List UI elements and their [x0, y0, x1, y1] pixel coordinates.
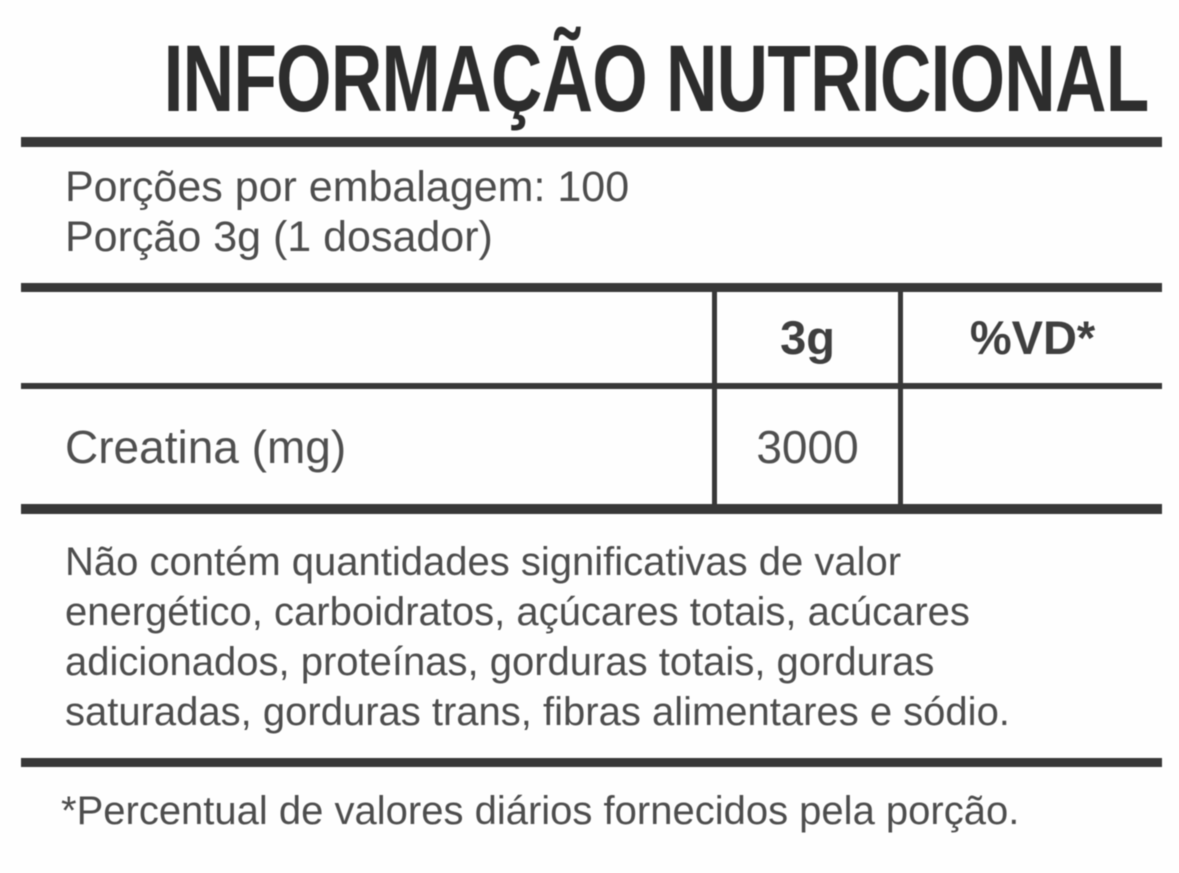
daily-value-footnote: *Percentual de valores diários fornecido…	[61, 789, 1020, 833]
nutrient-name: Creatina (mg)	[65, 420, 347, 473]
header-cell-amount: 3g	[712, 292, 903, 383]
table-header-row: 3g %VD*	[21, 292, 1162, 389]
header-cell-blank	[21, 292, 712, 383]
footnote-rule	[21, 758, 1162, 767]
note-line: energético, carboidratos, açúcares totai…	[65, 590, 970, 634]
servings-info: Porções por embalagem: 100 Porção 3g (1 …	[21, 162, 1162, 283]
note-line: Não contém quantidades significativas de…	[65, 540, 902, 584]
note-line: adicionados, proteínas, gorduras totais,…	[65, 640, 935, 684]
nutrient-daily-value	[903, 389, 1162, 504]
insignificant-amounts-note: Não contém quantidades significativas de…	[21, 537, 1162, 737]
label-title: INFORMAÇÃO NUTRICIONAL	[163, 26, 1150, 132]
nutrition-label-content: INFORMAÇÃO NUTRICIONAL Porções por embal…	[21, 0, 1162, 835]
note-line: saturadas, gorduras trans, fibras alimen…	[65, 690, 1010, 734]
servings-per-package: Porções por embalagem: 100	[65, 163, 630, 211]
nutrition-table: 3g %VD* Creatina (mg) 3000	[21, 283, 1162, 514]
header-cell-daily-value: %VD*	[969, 311, 1096, 364]
nutrient-amount: 3000	[712, 389, 903, 504]
title-rule	[21, 137, 1162, 147]
table-row: Creatina (mg) 3000	[21, 389, 1162, 504]
portion-size: Porção 3g (1 dosador)	[65, 213, 493, 261]
